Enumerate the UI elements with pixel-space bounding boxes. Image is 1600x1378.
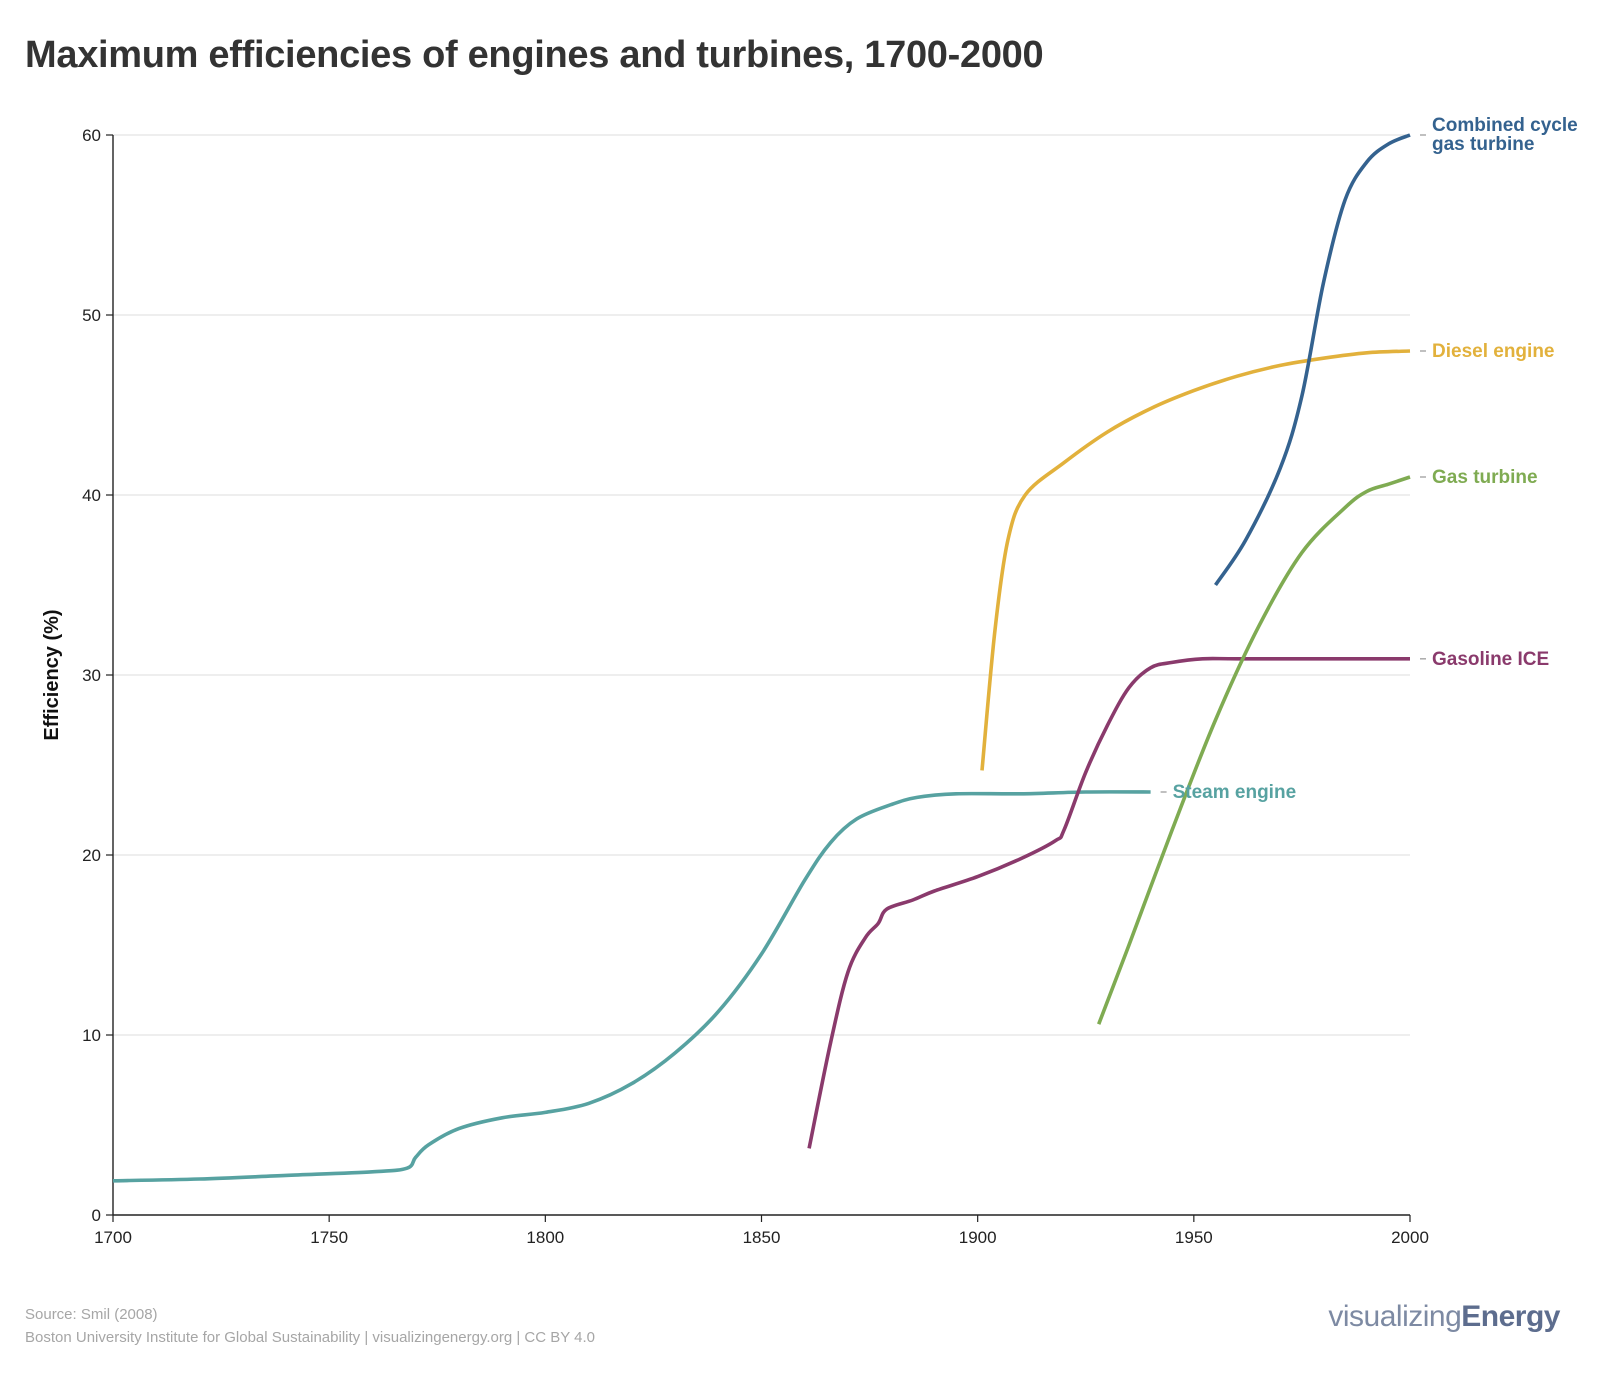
series-label-line: Gas turbine: [1432, 467, 1538, 488]
gridlines: [113, 134, 1410, 1036]
logo-light-text: visualizing: [1328, 1300, 1462, 1333]
tick-label-y-30: 30: [82, 666, 101, 685]
tick-label-y-40: 40: [82, 486, 101, 505]
chart-title: Maximum efficiencies of engines and turb…: [25, 34, 1044, 76]
tick-label-x-1900: 1900: [959, 1228, 997, 1247]
series-label-ccgt: Combined cycle gas turbine: [1432, 115, 1578, 155]
tick-label-x-1750: 1750: [310, 1228, 348, 1247]
series-label-gas_turbine: Gas turbine: [1432, 467, 1538, 488]
series-label-line: Gasoline ICE: [1432, 649, 1549, 670]
series-label-diesel: Diesel engine: [1432, 341, 1555, 362]
visualizing-energy-logo: visualizingEnergy: [1328, 1300, 1560, 1334]
series-label-line: gas turbine: [1432, 134, 1534, 155]
series-label-line: Steam engine: [1173, 782, 1297, 803]
series-labels: Steam engine Diesel engine Gasoline ICE Gas…: [1160, 115, 1578, 803]
tick-label-x-1700: 1700: [94, 1228, 132, 1247]
tick-label-x-1850: 1850: [743, 1228, 781, 1247]
series-lines: [112, 133, 1411, 1183]
tick-label-y-50: 50: [82, 306, 101, 325]
series-label-steam: Steam engine: [1173, 782, 1297, 803]
tick-label-y-20: 20: [82, 846, 101, 865]
source-note: Source: Smil (2008) Boston University In…: [25, 1303, 595, 1349]
series-label-line: Diesel engine: [1432, 341, 1555, 362]
axes: 0 10 20 30 40 50 60 1700 1750 1800 1850 1900 1950 200…: [41, 126, 1429, 1247]
logo-bold-text: Energy: [1461, 1300, 1560, 1333]
y-axis-title: Efficiency (%): [41, 609, 63, 740]
series-line-ccgt: [1214, 133, 1411, 587]
series-line-diesel: [980, 349, 1411, 771]
series-line-gasoline: [807, 656, 1410, 1149]
tick-label-y-10: 10: [82, 1026, 101, 1045]
source-line: Source: Smil (2008): [25, 1306, 158, 1323]
series-label-line: Combined cycle: [1432, 115, 1578, 136]
series-line-gas_turbine: [1097, 475, 1411, 1025]
tick-label-y-0: 0: [92, 1206, 101, 1225]
tick-label-x-1950: 1950: [1175, 1228, 1213, 1247]
series-label-gasoline: Gasoline ICE: [1432, 649, 1549, 670]
tick-label-x-2000: 2000: [1391, 1228, 1429, 1247]
tick-label-y-60: 60: [82, 126, 101, 145]
series-line-steam: [112, 790, 1151, 1183]
credit-line: Boston University Institute for Global S…: [25, 1329, 596, 1346]
line-chart: 0 10 20 30 40 50 60 1700 1750 1800 1850 1900 1950 200…: [41, 115, 1578, 1247]
tick-label-x-1800: 1800: [526, 1228, 564, 1247]
